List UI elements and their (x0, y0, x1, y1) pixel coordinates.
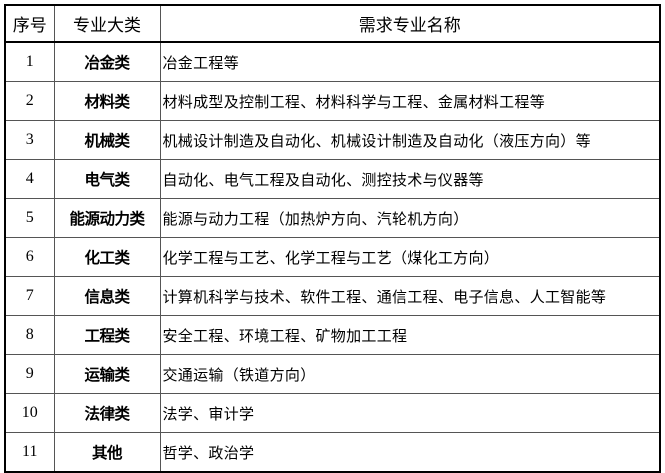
table-row: 8 工程类 安全工程、环境工程、矿物加工工程 (4, 315, 661, 355)
row-category: 材料类 (53, 81, 161, 121)
row-number: 1 (4, 41, 55, 82)
table-row: 3 机械类 机械设计制造及自动化、机械设计制造及自动化（液压方向）等 (4, 120, 661, 160)
row-category: 化工类 (53, 237, 161, 277)
row-majors: 能源与动力工程（加热炉方向、汽轮机方向） (159, 198, 661, 238)
header-no: 序号 (4, 4, 55, 43)
row-majors: 材料成型及控制工程、材料科学与工程、金属材料工程等 (159, 81, 661, 121)
row-category: 电气类 (53, 159, 161, 199)
row-number: 7 (4, 276, 55, 316)
table-row: 11 其他 哲学、政治学 (4, 432, 661, 473)
row-category: 机械类 (53, 120, 161, 160)
row-category: 工程类 (53, 315, 161, 355)
row-category: 能源动力类 (53, 198, 161, 238)
row-majors: 化学工程与工艺、化学工程与工艺（煤化工方向） (159, 237, 661, 277)
row-majors: 法学、审计学 (159, 393, 661, 433)
majors-table: 序号 专业大类 需求专业名称 1 冶金类 冶金工程等 2 材料类 材料成型及控制工程、材料… (4, 4, 661, 473)
row-majors: 冶金工程等 (159, 41, 661, 82)
row-number: 10 (4, 393, 55, 433)
row-number: 2 (4, 81, 55, 121)
header-row: 序号 专业大类 需求专业名称 (4, 4, 661, 43)
table-row: 6 化工类 化学工程与工艺、化学工程与工艺（煤化工方向） (4, 237, 661, 277)
row-majors: 计算机科学与技术、软件工程、通信工程、电子信息、人工智能等 (159, 276, 661, 316)
row-majors: 机械设计制造及自动化、机械设计制造及自动化（液压方向）等 (159, 120, 661, 160)
row-category: 信息类 (53, 276, 161, 316)
table-row: 2 材料类 材料成型及控制工程、材料科学与工程、金属材料工程等 (4, 81, 661, 121)
table-row: 7 信息类 计算机科学与技术、软件工程、通信工程、电子信息、人工智能等 (4, 276, 661, 316)
header-majors: 需求专业名称 (159, 4, 661, 43)
table-row: 9 运输类 交通运输（铁道方向） (4, 354, 661, 394)
table-row: 10 法律类 法学、审计学 (4, 393, 661, 433)
table-row: 5 能源动力类 能源与动力工程（加热炉方向、汽轮机方向） (4, 198, 661, 238)
row-majors: 交通运输（铁道方向） (159, 354, 661, 394)
row-number: 6 (4, 237, 55, 277)
row-category: 运输类 (53, 354, 161, 394)
table-row: 1 冶金类 冶金工程等 (4, 41, 661, 82)
row-number: 11 (4, 432, 55, 473)
row-number: 9 (4, 354, 55, 394)
row-category: 法律类 (53, 393, 161, 433)
row-category: 冶金类 (53, 41, 161, 82)
row-majors: 哲学、政治学 (159, 432, 661, 473)
row-majors: 自动化、电气工程及自动化、测控技术与仪器等 (159, 159, 661, 199)
row-majors: 安全工程、环境工程、矿物加工工程 (159, 315, 661, 355)
table-row: 4 电气类 自动化、电气工程及自动化、测控技术与仪器等 (4, 159, 661, 199)
row-number: 8 (4, 315, 55, 355)
row-number: 3 (4, 120, 55, 160)
header-category: 专业大类 (53, 4, 161, 43)
row-category: 其他 (53, 432, 161, 473)
row-number: 5 (4, 198, 55, 238)
row-number: 4 (4, 159, 55, 199)
